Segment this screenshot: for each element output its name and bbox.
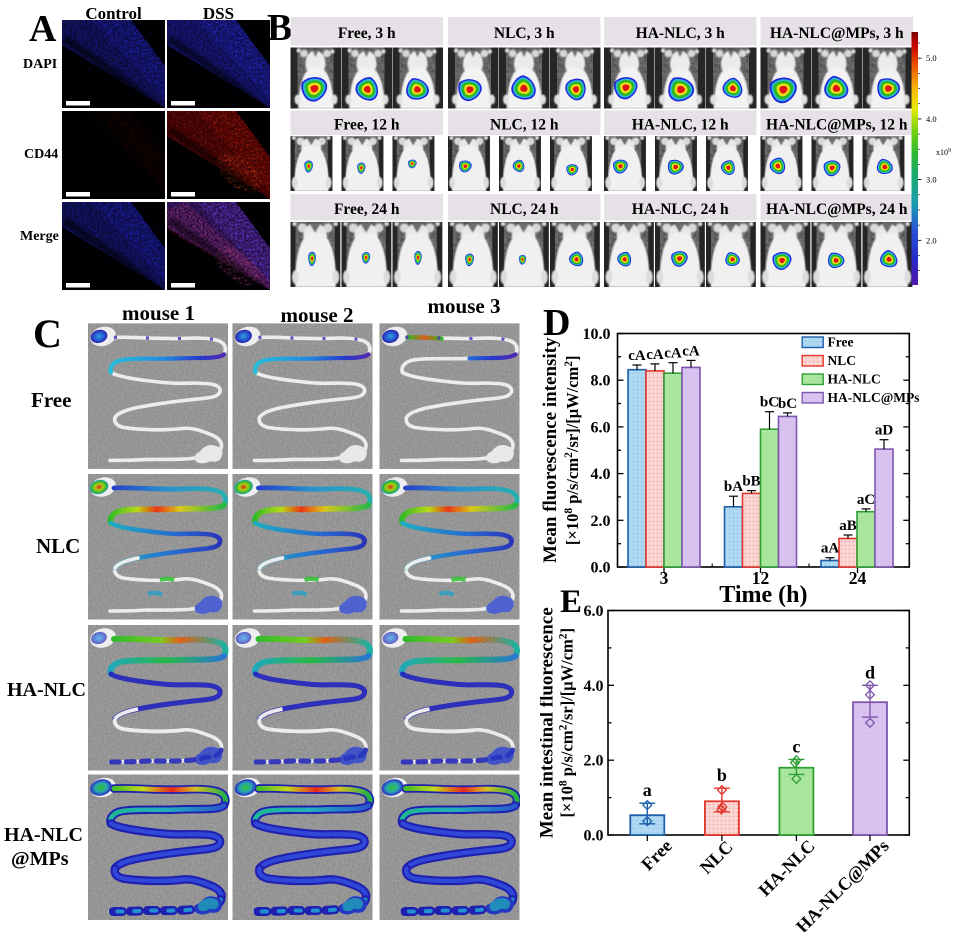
svg-text:NLC: NLC [828,353,857,368]
svg-text:bC: bC [760,395,779,411]
svg-text:bB: bB [742,474,760,490]
svg-text:5.0: 5.0 [926,53,937,63]
svg-text:HA-NLC: HA-NLC [828,372,881,387]
svg-text:a: a [643,780,652,800]
svg-text:aD: aD [875,423,894,439]
svg-text:cA: cA [628,348,646,364]
svg-text:3: 3 [660,568,669,588]
svg-text:2.0: 2.0 [584,753,604,770]
svg-text:aA: aA [821,541,840,557]
svg-text:0.0: 0.0 [584,828,604,845]
svg-text:HA-NLC, 3 h: HA-NLC, 3 h [636,25,726,42]
svg-text:Free: Free [828,335,854,350]
svg-text:x109: x109 [936,148,951,157]
svg-text:b: b [717,765,727,785]
svg-text:2.0: 2.0 [591,513,611,530]
svg-text:aC: aC [857,492,875,508]
svg-text:NLC, 12 h: NLC, 12 h [490,117,559,134]
svg-text:cA: cA [664,346,682,362]
svg-text:Mean fluorescence intensity: Mean fluorescence intensity [540,337,561,563]
svg-text:bA: bA [724,479,743,495]
svg-text:12: 12 [752,568,770,588]
svg-text:Free, 12 h: Free, 12 h [334,117,400,134]
svg-text:2.0: 2.0 [926,235,937,245]
svg-text:Time (h): Time (h) [719,582,807,608]
svg-text:0.0: 0.0 [591,560,611,577]
svg-text:Free, 3 h: Free, 3 h [338,25,396,42]
svg-text:[×108 p/s/cm2/sr]/[μW/cm2]: [×108 p/s/cm2/sr]/[μW/cm2] [558,628,577,818]
svg-text:24: 24 [849,568,867,588]
svg-text:NLC, 3 h: NLC, 3 h [494,25,555,42]
svg-text:3.0: 3.0 [926,175,937,185]
svg-text:bC: bC [778,396,797,412]
svg-text:4.0: 4.0 [584,678,604,695]
svg-text:d: d [865,662,875,682]
svg-text:NLC: NLC [696,837,737,878]
svg-text:Free, 24 h: Free, 24 h [334,201,400,218]
svg-text:aB: aB [839,518,857,534]
svg-text:HA-NLC@MPs, 12 h: HA-NLC@MPs, 12 h [766,117,908,134]
svg-text:4.0: 4.0 [591,466,611,483]
svg-text:Free: Free [637,836,676,875]
svg-text:[×108 p/s/cm2/sr]/[μW/cm2]: [×108 p/s/cm2/sr]/[μW/cm2] [563,355,582,545]
svg-text:HA-NLC, 24 h: HA-NLC, 24 h [632,201,729,218]
svg-text:HA-NLC, 12 h: HA-NLC, 12 h [632,117,729,134]
svg-text:cA: cA [646,347,664,363]
svg-text:HA-NLC@MPs, 24 h: HA-NLC@MPs, 24 h [766,201,908,218]
svg-text:HA-NLC@MPs, 3 h: HA-NLC@MPs, 3 h [770,25,904,42]
svg-text:8.0: 8.0 [591,373,611,390]
svg-text:6.0: 6.0 [584,603,604,620]
svg-text:6.0: 6.0 [591,419,611,436]
svg-text:NLC, 24 h: NLC, 24 h [490,201,559,218]
svg-text:4.0: 4.0 [926,114,937,124]
svg-text:c: c [792,736,800,756]
svg-text:HA-NLC@MPs: HA-NLC@MPs [828,390,920,405]
svg-text:10.0: 10.0 [583,326,611,343]
svg-text:HA-NLC: HA-NLC [754,836,818,900]
svg-text:Mean intestinal fluorescence: Mean intestinal fluorescence [540,607,557,838]
svg-text:cA: cA [682,343,700,359]
